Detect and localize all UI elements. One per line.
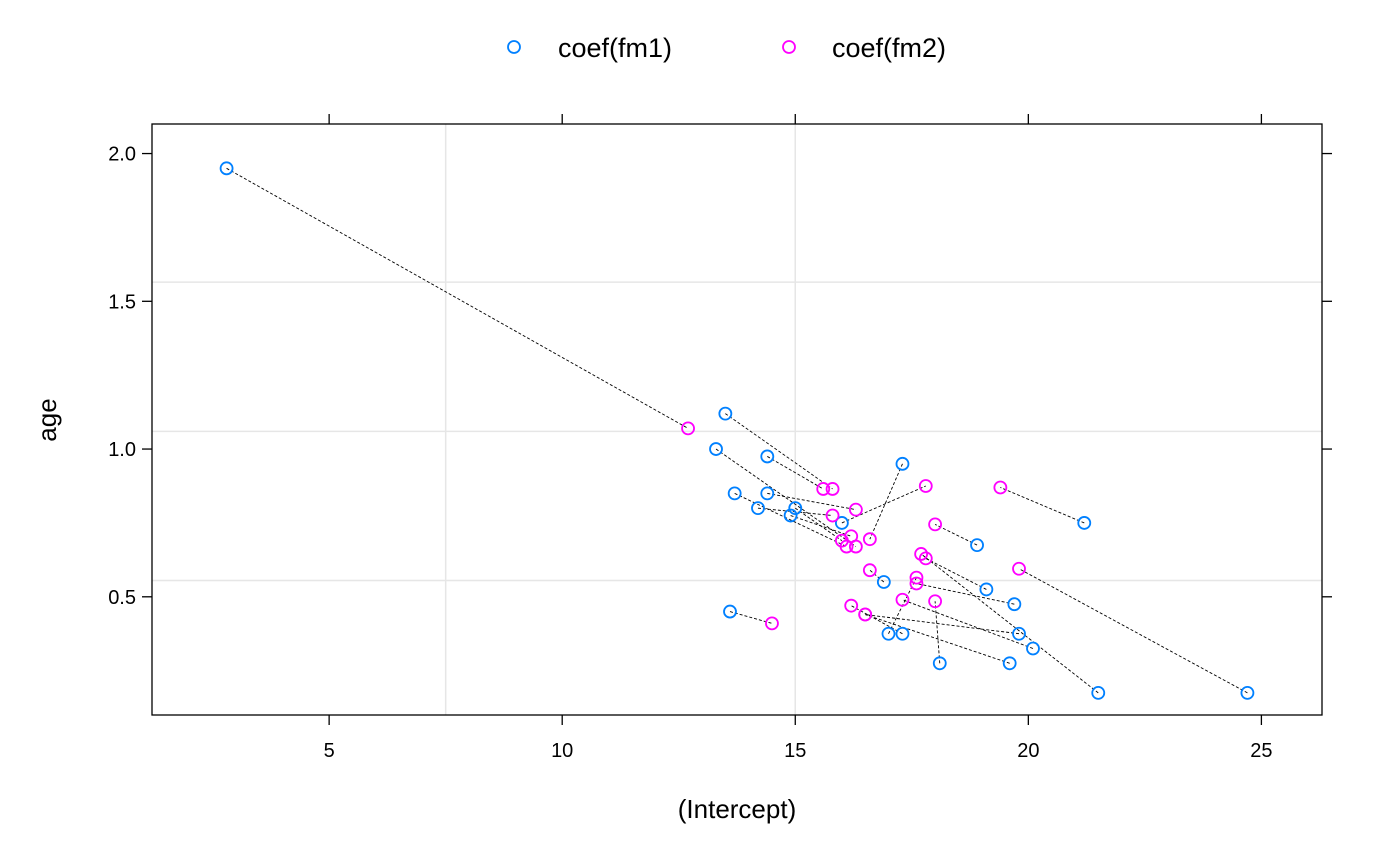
connector-line (790, 515, 852, 537)
connector-line (729, 611, 773, 624)
legend-label: coef(fm1) (558, 33, 672, 63)
legend-marker-fm1 (507, 40, 521, 54)
point-fm1 (727, 486, 742, 501)
connector-line (1018, 568, 1248, 694)
x-tick-label: 5 (324, 740, 335, 762)
connector-line (767, 492, 856, 511)
point-fm1 (970, 538, 984, 552)
grid-lines (152, 124, 1322, 715)
y-tick-label: 1.5 (108, 291, 136, 313)
point-fm2 (914, 547, 929, 561)
point-fm1 (979, 582, 994, 597)
connector-line (734, 492, 847, 547)
point-fm1 (881, 626, 896, 641)
point-fm2 (844, 529, 859, 544)
point-fm1 (783, 508, 798, 523)
point-fm1 (1026, 641, 1040, 656)
point-fm1 (219, 161, 234, 176)
point-fm2 (816, 482, 831, 496)
point-fm1 (1002, 656, 1017, 671)
point-fm1 (1091, 685, 1106, 700)
x-tick-label: 15 (784, 740, 806, 762)
point-fm1 (760, 486, 775, 501)
connector-line (934, 601, 941, 664)
point-fm1 (788, 501, 803, 516)
point-fm2 (765, 616, 779, 631)
point-fm2 (909, 576, 924, 591)
y-tick-label: 0.5 (108, 587, 136, 609)
x-tick-label: 10 (551, 740, 573, 762)
connector-line (226, 167, 689, 429)
point-fm1 (709, 442, 723, 456)
connector-lines (226, 167, 1248, 694)
legend-marker-fm2 (782, 40, 796, 54)
point-fm2 (993, 480, 1008, 495)
connector-line (869, 463, 903, 540)
point-fm2 (825, 508, 840, 523)
point-fm1 (834, 516, 849, 530)
point-fm2 (848, 502, 863, 517)
point-fm1 (932, 656, 947, 671)
connector-line (925, 557, 987, 590)
connector-line (865, 614, 1020, 635)
point-fm2 (862, 532, 877, 547)
connector-line (902, 599, 1034, 649)
x-tick-label: 20 (1017, 740, 1039, 762)
connector-line (869, 569, 885, 583)
point-fm1 (1007, 597, 1022, 612)
point-fm2 (858, 607, 873, 622)
connector-line (767, 456, 824, 490)
legend-label: coef(fm2) (832, 33, 946, 63)
y-tick-label: 2.0 (108, 144, 136, 166)
plot-frame (151, 123, 1323, 716)
connector-line (934, 523, 978, 546)
connector-line (850, 605, 903, 635)
connector-line (725, 413, 833, 490)
point-fm2 (1012, 561, 1026, 576)
connector-line (841, 485, 926, 524)
x-tick-label: 25 (1250, 740, 1272, 762)
point-fm1 (723, 604, 737, 619)
point-fm2 (918, 551, 933, 566)
point-fm2 (862, 563, 877, 578)
point-fm1 (718, 406, 733, 421)
point-fm1 (895, 626, 910, 641)
point-fm2 (918, 479, 933, 493)
point-fm2 (681, 421, 695, 436)
data-points (219, 161, 1255, 700)
x-axis-label: (Intercept) (678, 794, 797, 824)
point-fm1 (876, 575, 891, 589)
legend: coef(fm1) coef(fm2) (507, 33, 946, 63)
connector-line (795, 507, 843, 542)
connector-line (920, 553, 1099, 694)
point-fm1 (751, 501, 765, 516)
point-fm2 (928, 517, 943, 532)
point-fm2 (895, 592, 910, 607)
point-fm2 (909, 570, 924, 585)
connector-line (865, 614, 1010, 664)
y-tick-label: 1.0 (108, 439, 136, 461)
connector-line (715, 448, 857, 547)
axis-ticks: 5 10 15 20 25 0.5 1.0 1.5 2.0 (108, 114, 1332, 762)
point-fm2 (825, 482, 840, 496)
point-fm2 (844, 598, 859, 613)
connector-line (1000, 487, 1085, 524)
y-axis-label: age (32, 398, 62, 441)
point-fm1 (895, 456, 910, 471)
point-fm1 (1012, 626, 1026, 641)
point-fm1 (1240, 685, 1255, 700)
point-fm2 (928, 594, 943, 609)
point-fm1 (760, 449, 775, 464)
connector-line (916, 583, 1015, 605)
point-fm1 (1077, 516, 1092, 530)
